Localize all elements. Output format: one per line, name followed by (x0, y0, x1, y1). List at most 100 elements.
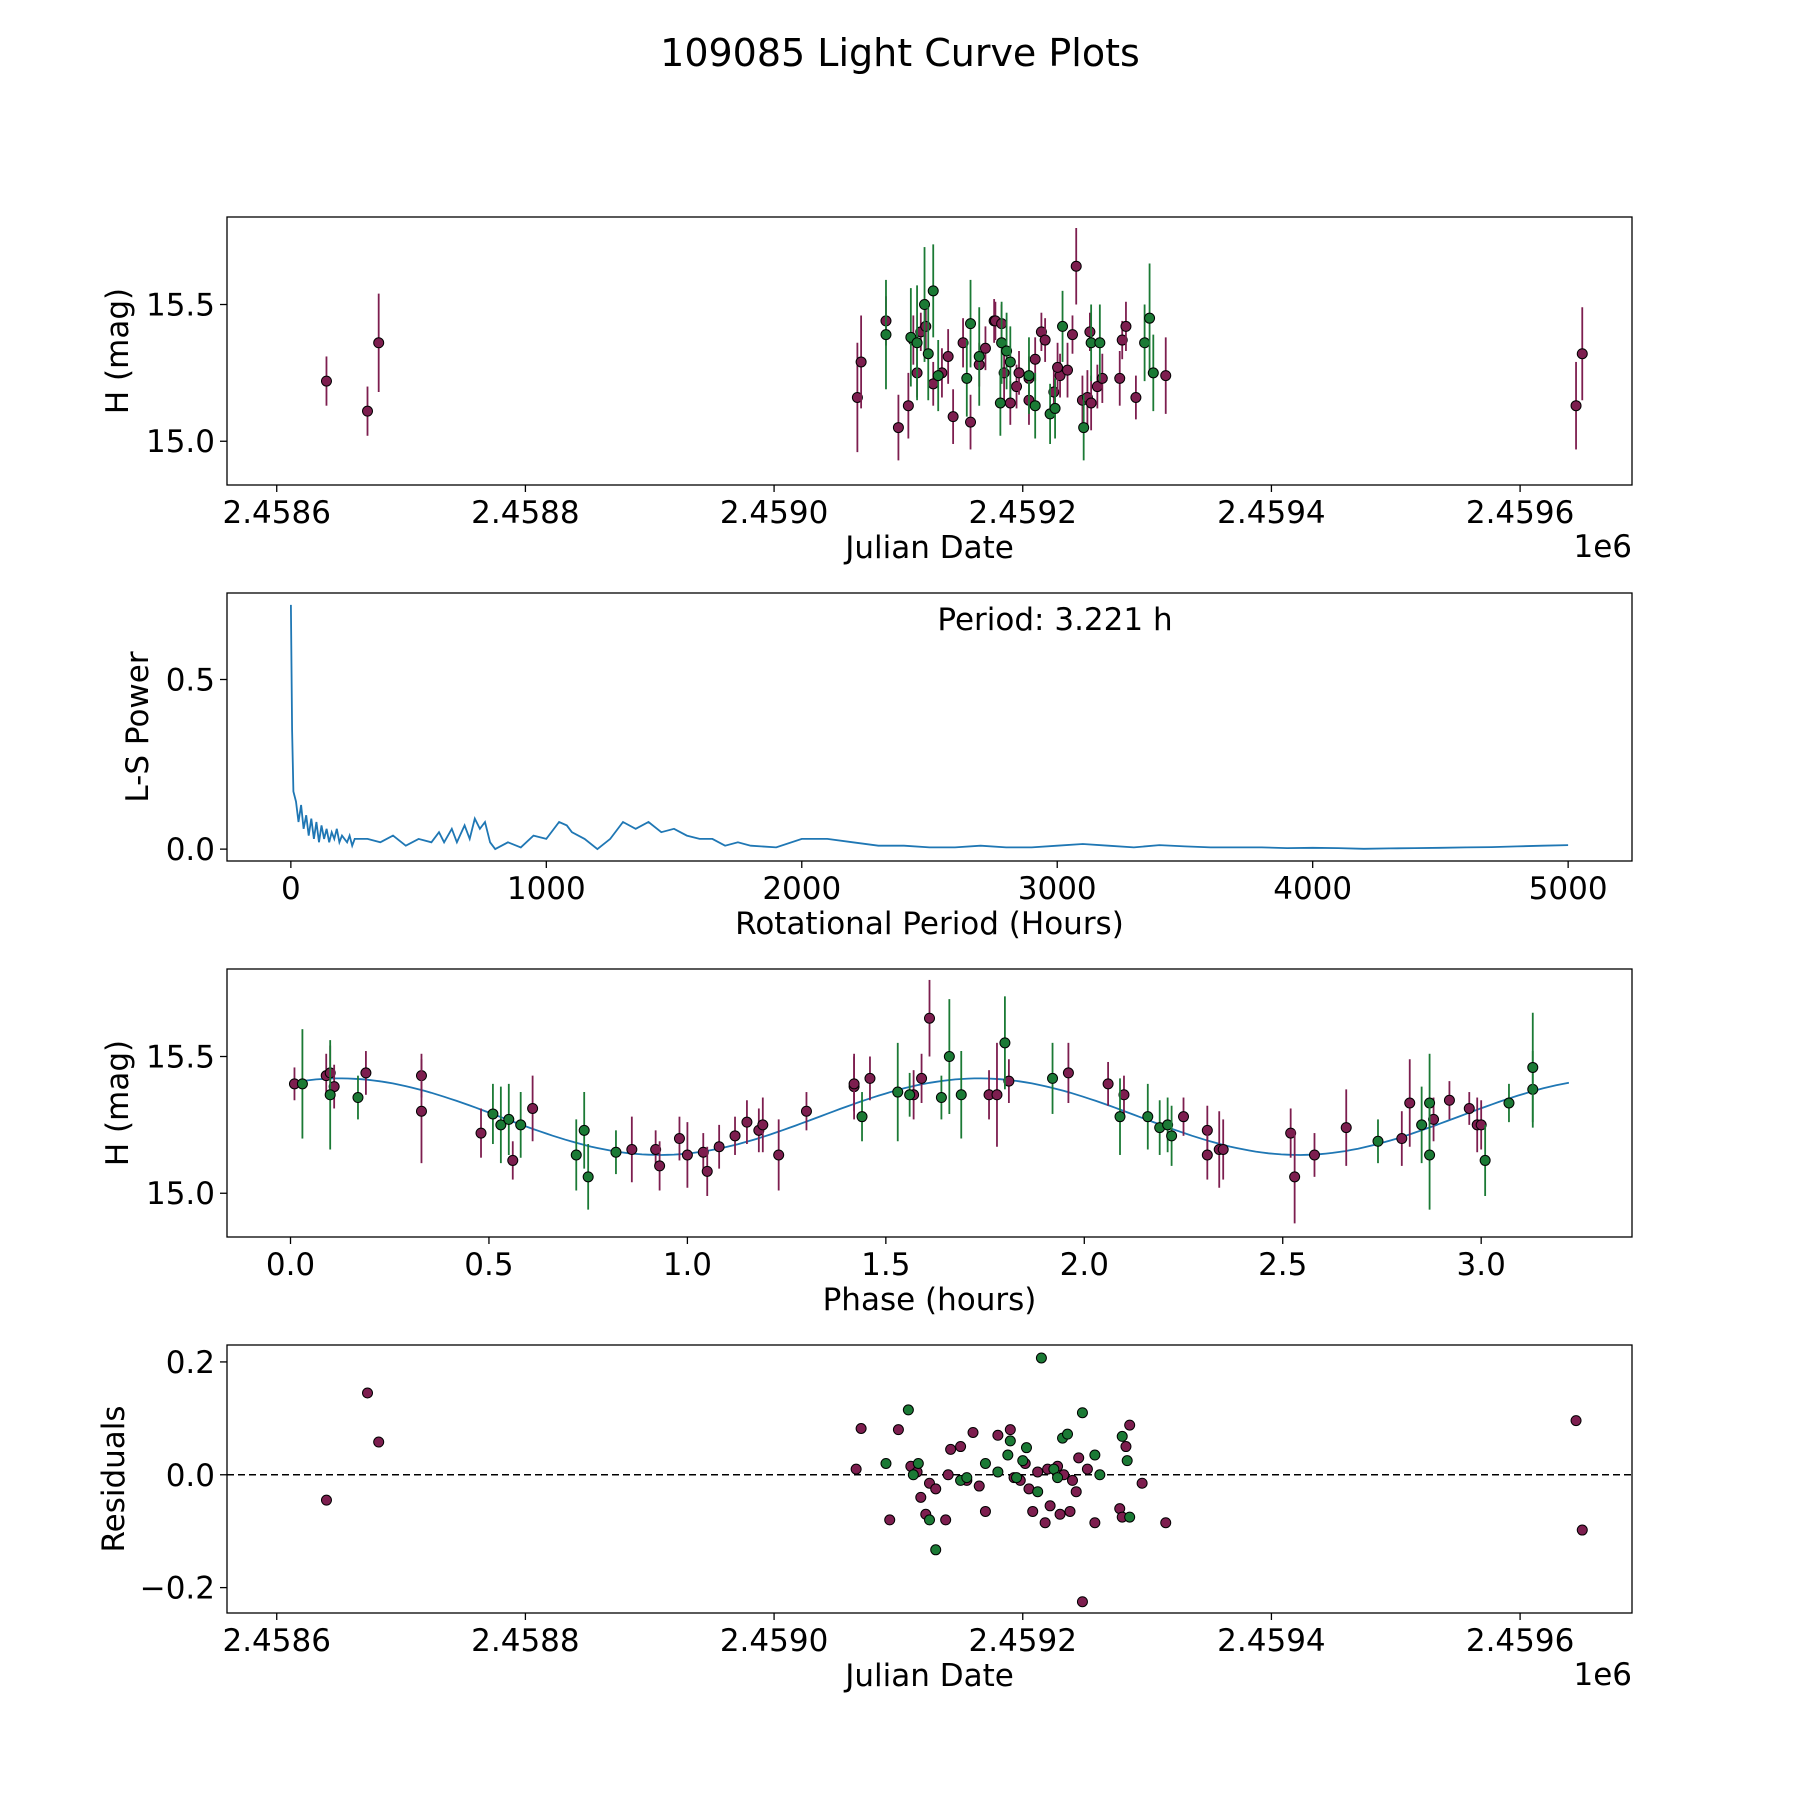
light-curve-x-label: Julian Date (843, 530, 1014, 566)
light-curve-data-point (1140, 338, 1150, 348)
phased-curve-data-point (1480, 1155, 1490, 1165)
residuals-data-point (321, 1495, 331, 1505)
residuals-data-point (851, 1464, 861, 1474)
light-curve-data-point (995, 398, 1005, 408)
residuals-data-point (1071, 1487, 1081, 1497)
phased-curve-data-point (1444, 1095, 1454, 1105)
light-curve-data-point (1012, 382, 1022, 392)
phased-curve-x-tick-label: 1.5 (861, 1247, 910, 1283)
phased-curve-data-point (857, 1112, 867, 1122)
light-curve-data-point (1145, 313, 1155, 323)
phased-curve-data-point (905, 1090, 915, 1100)
light-curve-data-point (1040, 335, 1050, 345)
periodogram-y-tick-label: 0.0 (166, 832, 215, 868)
light-curve-data-point (928, 286, 938, 296)
residuals-offset-label: 1e6 (1573, 1657, 1632, 1693)
light-curve-data-point (374, 338, 384, 348)
light-curve-y-label: H (mag) (100, 288, 136, 414)
residuals-data-point (1117, 1431, 1127, 1441)
phased-curve-data-point (1425, 1150, 1435, 1160)
residuals-data-point (1077, 1408, 1087, 1418)
residuals-data-point (1125, 1512, 1135, 1522)
phased-curve-data-point (1167, 1131, 1177, 1141)
phased-curve-data-point (1504, 1098, 1514, 1108)
phased-curve-x-tick-label: 1.0 (663, 1247, 712, 1283)
phased-curve-data-point (1202, 1150, 1212, 1160)
phased-curve-data-point (674, 1134, 684, 1144)
residuals-x-label: Julian Date (843, 1658, 1014, 1694)
residuals-data-point (1161, 1518, 1171, 1528)
phased-curve-data-point (1290, 1172, 1300, 1182)
residuals-x-tick-label: 2.4586 (222, 1623, 330, 1659)
light-curve-data-point (943, 351, 953, 361)
light-curve-data-point (903, 401, 913, 411)
residuals-data-point (931, 1545, 941, 1555)
light-curve-y-tick-label: 15.0 (146, 424, 215, 460)
phased-curve-data-point (730, 1131, 740, 1141)
phased-curve-data-point (1397, 1134, 1407, 1144)
residuals-data-point (913, 1458, 923, 1468)
residuals-data-point (363, 1388, 373, 1398)
light-curve-x-tick-label: 2.4590 (720, 495, 828, 531)
residuals-y-tick-label: −0.2 (140, 1571, 215, 1607)
residuals-data-point (1012, 1473, 1022, 1483)
phased-curve-data-point (801, 1106, 811, 1116)
residuals-data-point (916, 1492, 926, 1502)
phased-curve-data-point (627, 1144, 637, 1154)
phased-curve-data-point (1528, 1062, 1538, 1072)
residuals-data-point (993, 1430, 1003, 1440)
residuals-data-point (893, 1425, 903, 1435)
residuals-data-point (1095, 1470, 1105, 1480)
phased-curve-data-point (361, 1068, 371, 1078)
phased-curve-data-point (714, 1142, 724, 1152)
light-curve-data-point (966, 417, 976, 427)
phased-curve-data-point (925, 1013, 935, 1023)
light-curve-data-point (1058, 321, 1068, 331)
phased-curve-data-point (742, 1117, 752, 1127)
residuals-data-point (1121, 1442, 1131, 1452)
residuals-data-point (925, 1515, 935, 1525)
light-curve-data-point (1067, 330, 1077, 340)
figure-canvas: 109085 Light Curve Plots 2.4586 2.4588 2.4… (0, 0, 1800, 1800)
phased-curve-data-point (758, 1120, 768, 1130)
light-curve-data-point (1131, 392, 1141, 402)
light-curve-data-point (1053, 362, 1063, 372)
periodogram-x-tick-label: 0 (281, 871, 301, 907)
phased-curve-data-point (893, 1087, 903, 1097)
light-curve-data-point (856, 357, 866, 367)
light-curve-data-point (1086, 398, 1096, 408)
residuals-data-point (941, 1515, 951, 1525)
phased-curve-x-tick-label: 0.0 (266, 1247, 315, 1283)
light-curve-x-tick-label: 2.4594 (1217, 495, 1325, 531)
light-curve-data-point (1030, 354, 1040, 364)
light-curve-data-point (1079, 423, 1089, 433)
light-curve-x-tick-label: 2.4596 (1466, 495, 1574, 531)
phased-curve-data-point (774, 1150, 784, 1160)
phased-curve-data-point (1000, 1038, 1010, 1048)
phased-curve-data-point (504, 1114, 514, 1124)
phased-curve-data-point (1309, 1150, 1319, 1160)
phased-curve-y-tick-label: 15.0 (146, 1176, 215, 1212)
residuals-data-point (1122, 1456, 1132, 1466)
phased-curve-data-point (1103, 1079, 1113, 1089)
light-curve-data-point (1115, 373, 1125, 383)
residuals-data-point (946, 1444, 956, 1454)
phased-curve-x-tick-label: 2.0 (1060, 1247, 1109, 1283)
phased-curve-data-point (1115, 1112, 1125, 1122)
phased-curve-data-point (297, 1079, 307, 1089)
phased-curve-data-point (611, 1147, 621, 1157)
light-curve-data-point (974, 351, 984, 361)
phased-curve-data-point (702, 1166, 712, 1176)
phased-curve-x-label: Phase (hours) (823, 1282, 1037, 1318)
residuals-data-point (1577, 1525, 1587, 1535)
phased-curve-data-point (956, 1090, 966, 1100)
light-curve-data-point (1577, 349, 1587, 359)
residuals-data-point (374, 1437, 384, 1447)
residuals-data-point (980, 1506, 990, 1516)
residuals-x-tick-label: 2.4588 (471, 1623, 579, 1659)
residuals-data-point (1090, 1518, 1100, 1528)
phased-curve-y-label: H (mag) (100, 1040, 136, 1166)
period-annotation: Period: 3.221 h (937, 602, 1172, 638)
phased-curve-data-point (655, 1161, 665, 1171)
phased-curve-data-point (583, 1172, 593, 1182)
